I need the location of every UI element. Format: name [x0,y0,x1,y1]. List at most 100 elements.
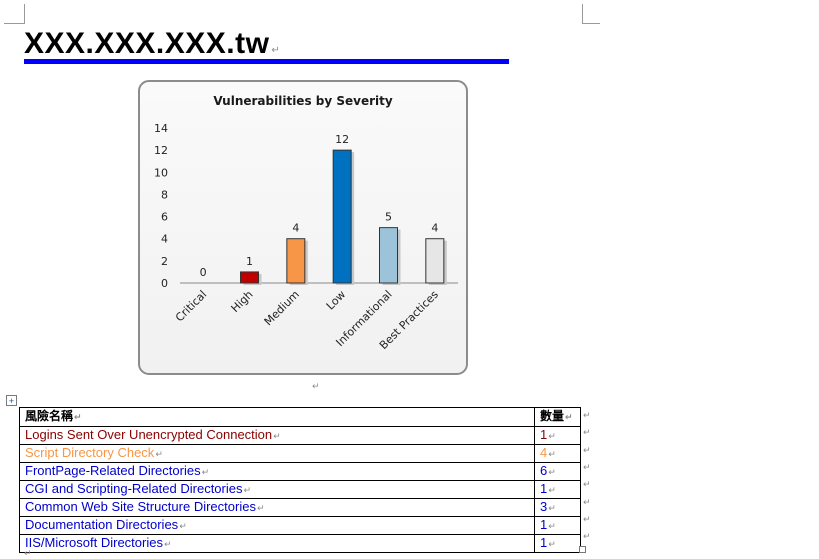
header-name: 風險名稱 [25,409,74,423]
risk-name-cell[interactable]: Logins Sent Over Unencrypted Connection↵ [19,426,535,445]
bar-informational[interactable] [379,227,398,284]
row-end-mark-icon: ↵ [583,496,591,507]
x-tick-label: Critical [173,288,209,324]
y-tick-label: 4 [161,233,168,246]
crop-mark-left-vertical [24,4,25,24]
table-row: Common Web Site Structure Directories↵ 3↵ [19,498,581,517]
page-heading[interactable]: XXX.XXX.XXX.tw ↵ [24,26,280,69]
table-row: Documentation Directories↵ 1↵ [19,516,581,535]
row-end-mark-icon: ↵ [583,410,591,420]
header-name-cell[interactable]: 風險名稱↵ [19,407,535,427]
row-end-mark-icon: ↵ [583,427,591,438]
y-tick-label: 8 [161,188,168,201]
risk-name-cell[interactable]: Script Directory Check↵ [19,444,535,463]
table-row: FrontPage-Related Directories↵ 6↵ [19,462,581,481]
risk-count-cell[interactable]: 1↵ [534,426,581,445]
table-row: Logins Sent Over Unencrypted Connection↵… [19,426,581,445]
table-row: IIS/Microsoft Directories↵ 1↵ [19,534,581,553]
table-move-handle-icon[interactable]: + [6,395,17,406]
bar-best-practices[interactable] [425,238,445,284]
cell-mark-icon: ↵ [548,485,556,495]
risk-count: 6 [540,463,548,478]
risk-name-cell[interactable]: Common Web Site Structure Directories↵ [19,498,535,517]
y-tick-label: 2 [161,255,168,268]
risk-name-cell[interactable]: Documentation Directories↵ [19,516,535,535]
crop-mark-right-vertical [582,4,583,24]
risk-count-cell[interactable]: 1↵ [534,516,581,535]
header-count-cell[interactable]: 數量↵ [534,407,581,427]
table-row: CGI and Scripting-Related Directories↵ 1↵ [19,480,581,499]
page-heading-text[interactable]: XXX.XXX.XXX.tw [24,27,270,60]
bar-medium[interactable] [286,238,306,284]
risk-count-cell[interactable]: 3↵ [534,498,581,517]
y-tick-label: 12 [154,144,168,157]
risk-name: Documentation Directories [25,517,179,532]
risk-name: Common Web Site Structure Directories [25,499,256,514]
risk-count-cell[interactable]: 1↵ [534,480,581,499]
risk-name: FrontPage-Related Directories [25,463,201,478]
row-end-mark-icon: ↵ [583,444,591,455]
cell-mark-icon: ↵ [74,413,82,423]
x-tick-label: High [229,288,256,315]
risk-count-cell[interactable]: 1↵ [534,534,581,553]
severity-chart[interactable]: Vulnerabilities by Severity 0 2 4 6 8 10 12 14 0… [138,80,468,375]
data-label: 12 [335,133,349,146]
data-label: 1 [246,255,253,268]
chart-title: Vulnerabilities by Severity [213,94,393,108]
data-label: 4 [292,222,299,235]
cell-mark-icon: ↵ [548,503,556,513]
cell-mark-icon: ↵ [256,503,265,513]
data-label: 5 [385,211,392,224]
cell-mark-icon: ↵ [179,521,187,531]
risk-name-cell[interactable]: IIS/Microsoft Directories↵ [19,534,535,553]
cell-mark-icon: ↵ [163,539,172,549]
heading-underline [24,59,509,64]
table-resize-handle-icon[interactable] [579,546,586,553]
risk-count: 1 [540,535,548,550]
cell-mark-icon: ↵ [548,449,556,459]
paragraph-mark-icon: ↵ [24,548,32,558]
table-row: Script Directory Check↵ 4↵ [19,444,581,463]
row-end-mark-icon: ↵ [583,479,591,490]
crop-mark-left-horizontal [4,23,25,24]
risk-name-cell[interactable]: FrontPage-Related Directories↵ [19,462,535,481]
paragraph-mark-icon: ↵ [271,45,281,56]
cell-mark-icon: ↵ [548,431,556,441]
risk-count: 4 [540,445,548,460]
chart-plot: 024681012140Critical1High4Medium12Low5In… [154,122,458,352]
risk-name: CGI and Scripting-Related Directories [25,481,243,496]
cell-mark-icon: ↵ [243,485,252,495]
cell-mark-icon: ↵ [548,539,556,549]
risk-count: 3 [540,499,548,514]
table-header-row: 風險名稱↵ 數量↵ [19,407,581,427]
cell-mark-icon: ↵ [548,467,556,477]
y-tick-label: 6 [161,211,168,224]
x-tick-label: Low [324,288,349,313]
risk-name: Logins Sent Over Unencrypted Connection [25,427,273,442]
bar-low[interactable] [332,149,352,284]
cell-mark-icon: ↵ [548,521,556,531]
risk-name: IIS/Microsoft Directories [25,535,163,550]
cell-mark-icon: ↵ [565,413,573,423]
risk-count-cell[interactable]: 4↵ [534,444,581,463]
bar-high[interactable] [240,271,259,284]
header-count: 數量 [540,409,565,423]
y-tick-label: 0 [161,277,168,290]
y-tick-label: 14 [154,122,168,135]
crop-mark-right-horizontal [582,23,600,24]
row-end-mark-icon: ↵ [583,461,591,472]
risk-name-cell[interactable]: CGI and Scripting-Related Directories↵ [19,480,535,499]
paragraph-mark-icon: ↵ [312,381,320,391]
risk-table: 風險名稱↵ 數量↵ Logins Sent Over Unencrypted C… [19,407,581,553]
risk-count-cell[interactable]: 6↵ [534,462,581,481]
cell-mark-icon: ↵ [273,431,281,441]
risk-count: 1 [540,517,548,532]
y-tick-label: 10 [154,166,168,179]
cell-mark-icon: ↵ [155,449,163,459]
data-label: 0 [200,266,207,279]
data-label: 4 [431,222,438,235]
risk-count: 1 [540,427,548,442]
x-tick-label: Medium [262,288,302,328]
risk-count: 1 [540,481,548,496]
cell-mark-icon: ↵ [201,467,210,477]
